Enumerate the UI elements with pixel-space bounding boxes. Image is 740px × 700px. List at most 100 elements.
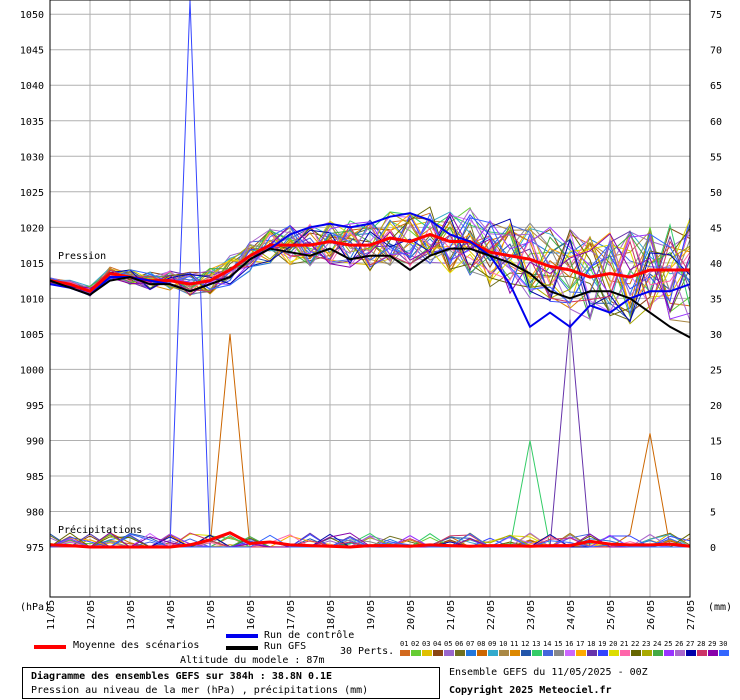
pressure-label: Pression [58,251,106,262]
x-tick-label: 19/05 [366,600,377,630]
y-right-tick-label: 35 [710,294,722,305]
pert-color-swatch [444,650,454,656]
x-tick-label: 14/05 [166,600,177,630]
chart-title: Diagramme des ensembles GEFS sur 384h : … [31,671,333,682]
copyright-label: Copyright 2025 Meteociel.fr [449,685,612,696]
y-right-tick-label: 50 [710,188,722,199]
pert-color-swatch [598,650,608,656]
pert-number: 08 [477,640,486,648]
legend-control-label: Run de contrôle [264,630,355,641]
pert-color-swatch [466,650,476,656]
y-left-tick-label: 1040 [20,81,44,92]
x-tick-label: 12/05 [86,600,97,630]
legend-mean-label: Moyenne des scénarios [73,640,200,651]
axis-ticks: 1050104510401035103010251020101510101005… [20,10,722,630]
y-left-tick-label: 985 [26,472,44,483]
pert-color-swatch [543,650,553,656]
pert-number: 04 [433,640,442,648]
y-left-tick-label: 1030 [20,152,44,163]
pert-color-swatch [576,650,586,656]
altitude-label: Altitude du modele : 87m [180,655,325,666]
y-right-tick-label: 5 [710,507,716,518]
y-right-tick-label: 20 [710,401,722,412]
pert-color-swatch [686,650,696,656]
pert-color-swatch [697,650,707,656]
y-right-tick-label: 15 [710,436,722,447]
pert-color-swatch [642,650,652,656]
pert-color-swatch [554,650,564,656]
perturbation-pressure-line [49,212,691,316]
x-tick-label: 24/05 [566,600,577,630]
pert-color-swatch [532,650,542,656]
pert-color-swatch [488,650,498,656]
mean-pressure-line [49,232,690,293]
pert-number: 12 [521,640,530,648]
y-right-unit: (mm) [708,602,732,613]
mean-precip-line [49,531,691,549]
pert-number: 16 [565,640,574,648]
info-box: Diagramme des ensembles GEFS sur 384h : … [22,667,440,699]
pert-number: 14 [543,640,552,648]
pert-color-swatch [477,650,487,656]
y-right-tick-label: 65 [710,81,722,92]
y-right-tick-label: 40 [710,259,722,270]
y-left-tick-label: 990 [26,436,44,447]
x-tick-label: 21/05 [446,600,457,630]
pert-number: 09 [488,640,497,648]
y-right-tick-label: 45 [710,223,722,234]
pert-color-swatch [631,650,641,656]
pert-color-swatch [422,650,432,656]
pert-color-swatch [609,650,619,656]
pert-number: 15 [554,640,563,648]
pert-number: 07 [466,640,475,648]
pert-number: 22 [631,640,640,648]
y-right-tick-label: 75 [710,10,722,21]
ensemble-chart: 1050104510401035103010251020101510101005… [20,0,732,630]
perturbation-pressure-line [49,215,691,324]
y-left-tick-label: 1050 [20,10,44,21]
x-tick-label: 22/05 [486,600,497,630]
pert-number: 02 [411,640,420,648]
pert-color-swatch [620,650,630,656]
pert-number: 26 [675,640,684,648]
y-left-tick-label: 995 [26,401,44,412]
legend-perts-label: 30 Perts. [340,646,395,657]
pert-color-swatch [653,650,663,656]
pert-color-swatch [455,650,465,656]
y-left-tick-label: 1045 [20,46,44,57]
precip-label: Précipitations [58,524,142,536]
pert-number: 20 [609,640,618,648]
x-tick-label: 13/05 [126,600,137,630]
pert-number: 25 [664,640,673,648]
pert-color-swatch [510,650,520,656]
y-right-tick-label: 30 [710,330,722,341]
y-right-tick-label: 70 [710,46,722,57]
pert-color-swatch [719,650,729,656]
gfs-pressure-line [49,247,691,339]
pert-number: 30 [719,640,728,648]
x-tick-label: 17/05 [286,600,297,630]
pert-number: 10 [499,640,508,648]
y-left-tick-label: 1035 [20,117,44,128]
legend-gfs-swatch [226,646,258,650]
pert-number: 17 [576,640,585,648]
y-right-tick-label: 0 [710,543,716,554]
y-left-tick-label: 975 [26,543,44,554]
pert-color-swatch [664,650,674,656]
y-left-unit: (hPa) [20,602,50,613]
pert-number: 11 [510,640,519,648]
plot-frame [49,0,691,598]
x-tick-label: 20/05 [406,600,417,630]
main-series [49,212,691,549]
legend-mean-swatch [34,645,66,649]
pert-color-swatch [400,650,410,656]
pert-color-swatch [411,650,421,656]
control-pressure-line [49,212,691,329]
pert-number: 24 [653,640,662,648]
pert-number: 05 [444,640,453,648]
chart-subtitle: Pression au niveau de la mer (hPa) , pré… [31,685,369,696]
pert-color-swatch [521,650,531,656]
pert-number: 23 [642,640,651,648]
pert-number: 19 [598,640,607,648]
y-right-tick-label: 60 [710,117,722,128]
